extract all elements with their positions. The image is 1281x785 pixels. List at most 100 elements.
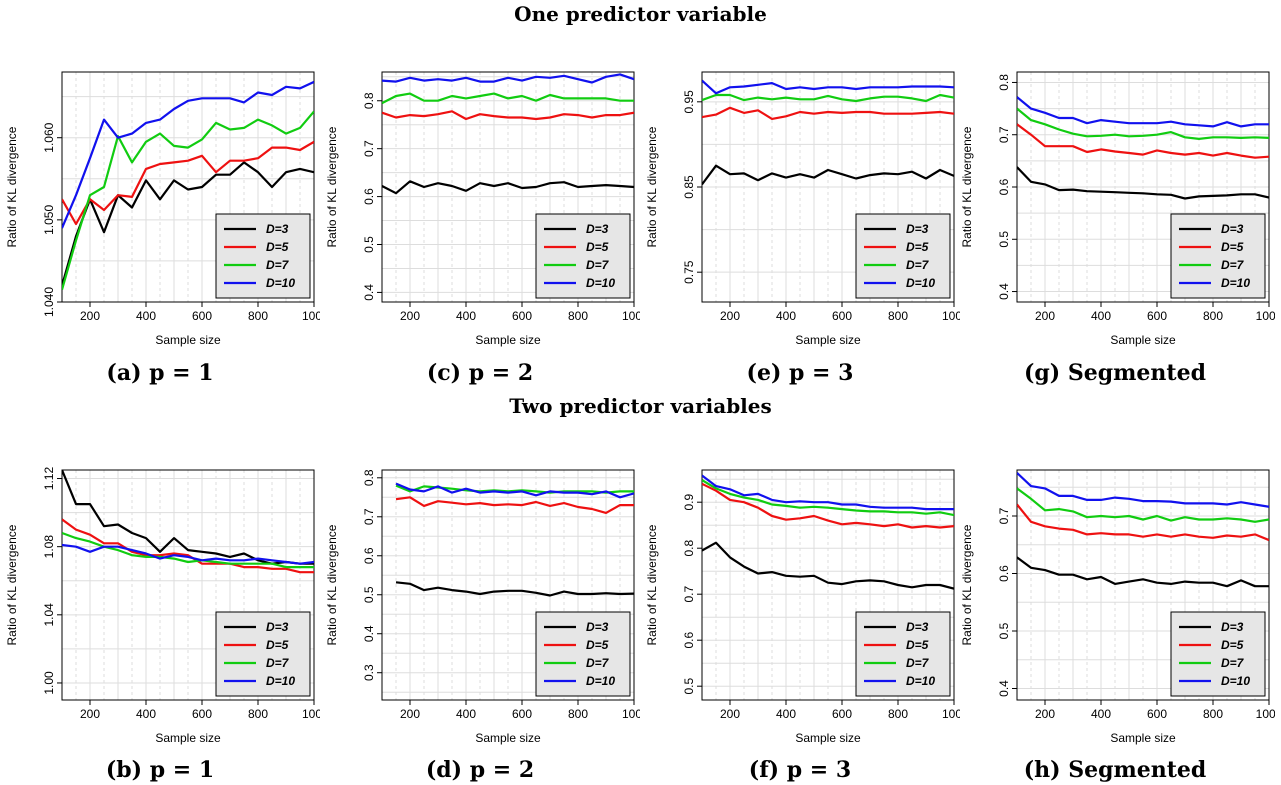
x-tick-label: 600 (832, 707, 852, 721)
chart-panel-e: 200 400 600 800 100(0.75 0.85 0.95 Sample size R… (645, 71, 960, 347)
y-tick-label: 1.040 (42, 287, 56, 317)
x-axis-label: Sample size (155, 731, 221, 745)
series-line-d-7 (62, 110, 314, 291)
y-tick-label: 0.5 (997, 231, 1011, 248)
y-tick-label: 0.5 (682, 678, 696, 695)
y-tick-label: 0.7 (682, 586, 696, 603)
series-line-d-5 (395, 496, 634, 515)
y-axis-label: Ratio of KL divergence (325, 524, 339, 645)
y-tick-label: 0.7 (362, 508, 376, 525)
y-tick-label: 0.8 (682, 540, 696, 557)
x-tick-label: 400 (776, 707, 796, 721)
legend-box (215, 213, 311, 299)
legend-label: D=10 (906, 674, 935, 688)
x-axis-label: Sample size (795, 731, 861, 745)
y-tick-label: 1.00 (42, 671, 56, 695)
x-tick-label: 800 (568, 707, 588, 721)
caption-a: (a) p = 1 (106, 360, 214, 386)
series-group (702, 474, 954, 590)
x-tick-label: 800 (1203, 309, 1223, 323)
series-line-d-10 (62, 543, 314, 565)
series-line-d-10 (395, 482, 634, 499)
y-tick-label: 0.95 (682, 90, 696, 114)
legend-label: D=7 (586, 656, 610, 670)
caption-h: (h) Segmented (1023, 757, 1207, 783)
x-axis-label: Sample size (475, 333, 541, 347)
series-line-d-5 (1017, 123, 1269, 159)
x-tick-label: 100( (942, 309, 960, 323)
x-tick-label: 400 (1091, 707, 1111, 721)
x-axis-label: Sample size (1110, 731, 1176, 745)
x-tick-label: 200 (1035, 309, 1055, 323)
y-tick-label: 0.5 (362, 236, 376, 253)
y-tick-label: 0.6 (362, 547, 376, 564)
y-tick-label: 0.9 (682, 494, 696, 511)
y-tick-label: 0.5 (997, 622, 1011, 639)
legend-label: D=3 (266, 620, 289, 634)
legend-label: D=7 (1221, 258, 1245, 272)
top-section-title: One predictor variable (514, 2, 767, 26)
y-axis-label: Ratio of KL divergence (325, 126, 339, 247)
series-line-d-7 (702, 479, 954, 517)
legend-label: D=3 (906, 222, 929, 236)
legend-label: D=7 (266, 258, 290, 272)
series-line-d-3 (1017, 556, 1269, 588)
plot-frame (61, 71, 315, 303)
legend-label: D=5 (586, 240, 609, 254)
x-axis-label: Sample size (795, 333, 861, 347)
x-tick-label: 800 (248, 309, 268, 323)
series-line-d-5 (62, 518, 314, 574)
chart-panel-f: 200 400 600 800 100(0.5 0.6 0.7 0.8 0.9 Sample si… (645, 469, 960, 745)
legend: D=3 D=5 D=7 D=10 (215, 611, 311, 697)
y-axis-label: Ratio of KL divergence (960, 126, 974, 247)
series-line-d-3 (382, 180, 634, 195)
legend-label: D=5 (906, 240, 929, 254)
series-line-d-7 (382, 92, 634, 105)
legend: D=3 D=5 D=7 D=10 (1170, 611, 1266, 697)
y-tick-label: 0.6 (997, 178, 1011, 195)
y-axis-label: Ratio of KL divergence (645, 524, 659, 645)
legend-label: D=3 (1221, 222, 1244, 236)
series-line-d-5 (1017, 503, 1269, 542)
y-tick-label: 0.6 (682, 632, 696, 649)
x-tick-label: 400 (136, 309, 156, 323)
legend: D=3 D=5 D=7 D=10 (215, 213, 311, 299)
caption-g: (g) Segmented (1024, 360, 1206, 386)
caption-f: (f) p = 3 (748, 757, 852, 783)
y-tick-label: 0.6 (362, 188, 376, 205)
y-tick-label: 0.8 (997, 74, 1011, 91)
x-tick-label: 400 (456, 309, 476, 323)
legend-label: D=10 (586, 276, 615, 290)
x-tick-label: 600 (832, 309, 852, 323)
legend-label: D=10 (1221, 276, 1250, 290)
x-tick-label: 100( (622, 309, 640, 323)
series-line-d-10 (62, 80, 314, 229)
x-tick-label: 800 (568, 309, 588, 323)
x-axis-label: Sample size (475, 731, 541, 745)
legend-label: D=10 (586, 674, 615, 688)
series-line-d-10 (702, 474, 954, 511)
y-axis-label: Ratio of KL divergence (645, 126, 659, 247)
legend-box (535, 213, 631, 299)
legend-label: D=5 (586, 638, 609, 652)
x-tick-label: 400 (136, 707, 156, 721)
plot-frame (701, 469, 955, 701)
chart-panel-d: 200 400 600 800 100(0.3 0.4 0.5 0.6 0.7 0.8 Sample… (325, 469, 640, 745)
series-line-d-5 (702, 106, 954, 121)
caption-c: (c) p = 2 (426, 360, 534, 386)
y-tick-label: 0.7 (362, 140, 376, 157)
y-axis-label: Ratio of KL divergence (960, 524, 974, 645)
y-tick-label: 1.060 (42, 122, 56, 152)
y-tick-label: 1.04 (42, 603, 56, 627)
legend-label: D=5 (266, 638, 289, 652)
series-group (702, 79, 954, 186)
legend-label: D=10 (1221, 674, 1250, 688)
y-tick-label: 0.75 (682, 260, 696, 284)
legend-box (535, 611, 631, 697)
legend-box (855, 213, 951, 299)
y-tick-label: 0.8 (362, 469, 376, 486)
caption-b: (b) p = 1 (105, 757, 215, 783)
x-tick-label: 400 (776, 309, 796, 323)
